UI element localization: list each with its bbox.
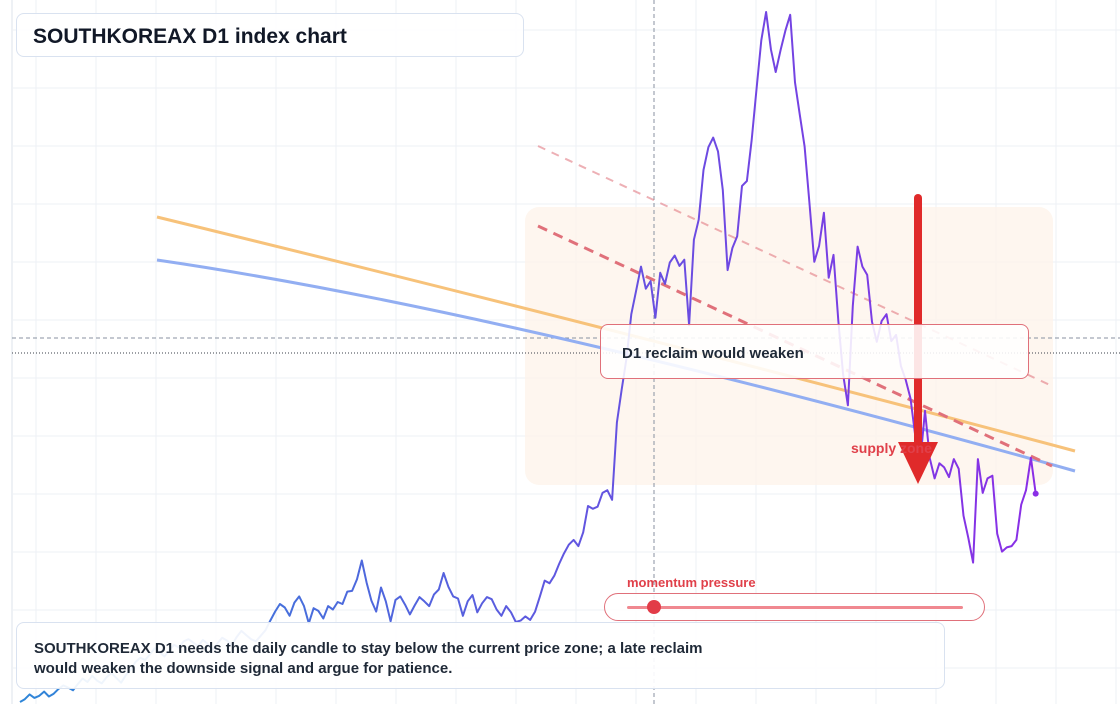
reclaim-callout: D1 reclaim would weaken	[600, 324, 1029, 379]
moving-average-blue	[156, 258, 1076, 473]
callout-label: D1 reclaim would weaken	[622, 345, 804, 362]
momentum-knob	[646, 600, 661, 614]
analysis-note: SOUTHKOREAX D1 needs the daily candle to…	[16, 622, 945, 689]
momentum-meter	[604, 593, 985, 621]
bearish-arrow	[898, 194, 938, 484]
analysis-text: SOUTHKOREAX D1 needs the daily candle to…	[34, 640, 703, 677]
arrow-head	[898, 442, 938, 484]
chart-title: SOUTHKOREAX D1 index chart	[33, 25, 347, 48]
momentum-track	[627, 606, 963, 609]
last-price-marker	[1032, 490, 1039, 497]
momentum-label: momentum pressure	[627, 575, 756, 590]
supply-zone-label: supply zone	[851, 440, 932, 456]
trendline-lower	[537, 224, 1053, 468]
title-card: SOUTHKOREAX D1 index chart	[16, 13, 524, 57]
